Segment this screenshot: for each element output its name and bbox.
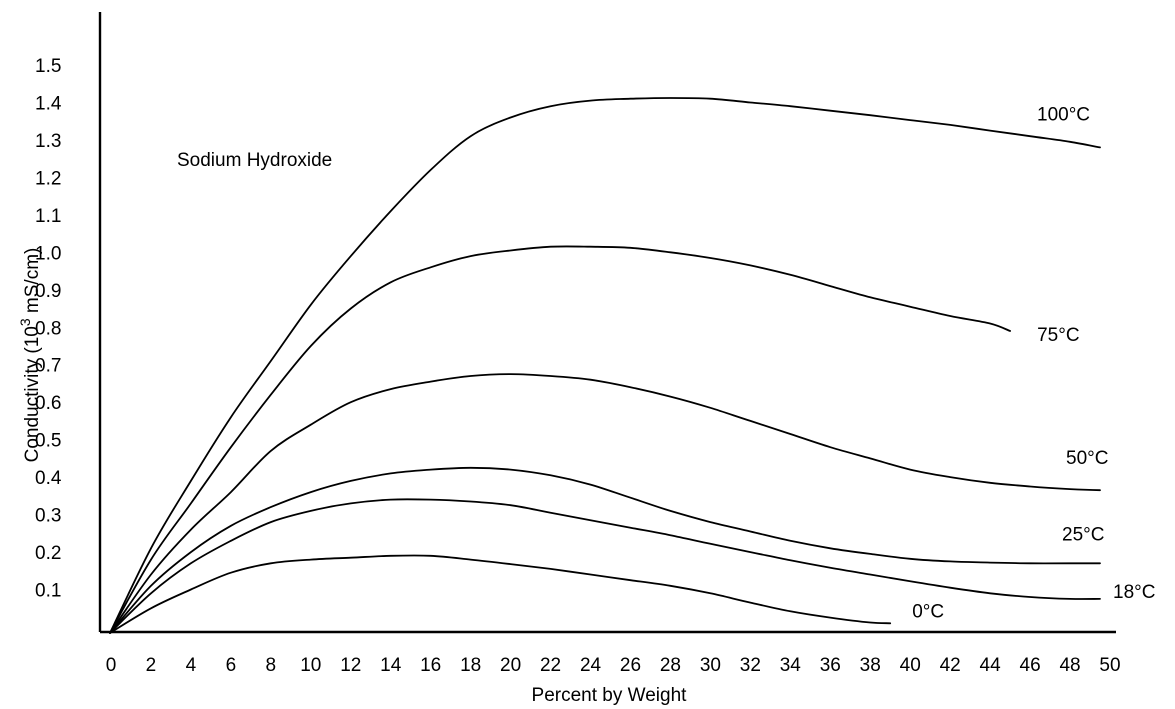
x-tick-label: 18: [460, 655, 481, 676]
series-label: 100°C: [1037, 104, 1090, 125]
x-tick-label: 24: [580, 655, 602, 676]
series-label: 50°C: [1066, 448, 1108, 469]
x-tick-labels: 0 2 4 6 8 10 12 14 16 18 20 22 24 26 28 30 32 34 36 38 40 42 4…: [106, 655, 1121, 676]
series-label: 75°C: [1037, 325, 1079, 346]
y-tick-label: 1.0: [35, 243, 61, 264]
x-tick-label: 16: [420, 655, 441, 676]
series-line: [109, 554, 892, 634]
series-line: [109, 97, 1101, 634]
x-tick-label: 20: [500, 655, 521, 676]
x-tick-label: 26: [620, 655, 641, 676]
y-tick-label: 0.3: [35, 506, 61, 527]
x-tick-label: 10: [300, 655, 321, 676]
x-tick-label: 34: [780, 655, 802, 676]
x-tick-label: 42: [940, 655, 961, 676]
y-tick-label: 1.3: [35, 131, 61, 152]
y-tick-label: 0.4: [35, 468, 62, 489]
x-tick-label: 0: [106, 655, 117, 676]
y-axis-label: Conductivity (103 mS/cm): [17, 248, 43, 463]
y-axis-label-prefix: Conductivity (10: [22, 326, 43, 462]
series-line: [109, 498, 1101, 634]
y-tick-label: 0.9: [35, 281, 61, 302]
x-tick-label: 28: [660, 655, 681, 676]
series-group: [109, 97, 1101, 634]
x-tick-label: 12: [340, 655, 361, 676]
y-tick-label: 0.5: [35, 431, 61, 452]
y-tick-label: 0.7: [35, 356, 61, 377]
x-tick-label: 50: [1099, 655, 1120, 676]
y-tick-label: 1.2: [35, 168, 61, 189]
chart-title: Sodium Hydroxide: [177, 150, 332, 171]
y-tick-labels: 0.1 0.2 0.3 0.4 0.5 0.6 0.7 0.8 0.9 1.0 1.1 1.2 1.3 1…: [35, 56, 62, 602]
x-tick-label: 6: [226, 655, 237, 676]
y-tick-label: 0.6: [35, 393, 61, 414]
y-tick-label: 1.4: [35, 93, 62, 114]
series-label: 18°C: [1113, 582, 1155, 603]
x-tick-label: 2: [146, 655, 157, 676]
y-tick-label: 0.1: [35, 581, 61, 602]
series-label: 0°C: [912, 601, 944, 622]
x-tick-label: 46: [1020, 655, 1041, 676]
x-tick-label: 36: [820, 655, 841, 676]
y-tick-label: 1.5: [35, 56, 61, 77]
x-tick-label: 30: [700, 655, 721, 676]
x-tick-label: 38: [860, 655, 881, 676]
y-tick-label: 0.2: [35, 543, 61, 564]
y-axis-label-suffix: mS/cm): [22, 248, 43, 319]
x-tick-label: 14: [380, 655, 402, 676]
x-tick-label: 40: [900, 655, 921, 676]
x-tick-label: 8: [266, 655, 277, 676]
x-tick-label: 48: [1059, 655, 1080, 676]
series-line: [109, 245, 1011, 634]
y-tick-label: 0.8: [35, 318, 61, 339]
y-axis-label-exponent: 3: [17, 318, 33, 326]
series-line: [109, 373, 1101, 634]
y-tick-label: 1.1: [35, 206, 61, 227]
x-axis-label: Percent by Weight: [532, 685, 688, 706]
x-tick-label: 32: [740, 655, 761, 676]
series-labels: 100°C 75°C 50°C 25°C 18°C 0°C: [912, 104, 1155, 622]
x-tick-label: 4: [186, 655, 197, 676]
series-line: [109, 466, 1101, 634]
series-label: 25°C: [1062, 524, 1104, 545]
x-tick-label: 22: [540, 655, 561, 676]
x-tick-label: 44: [980, 655, 1002, 676]
